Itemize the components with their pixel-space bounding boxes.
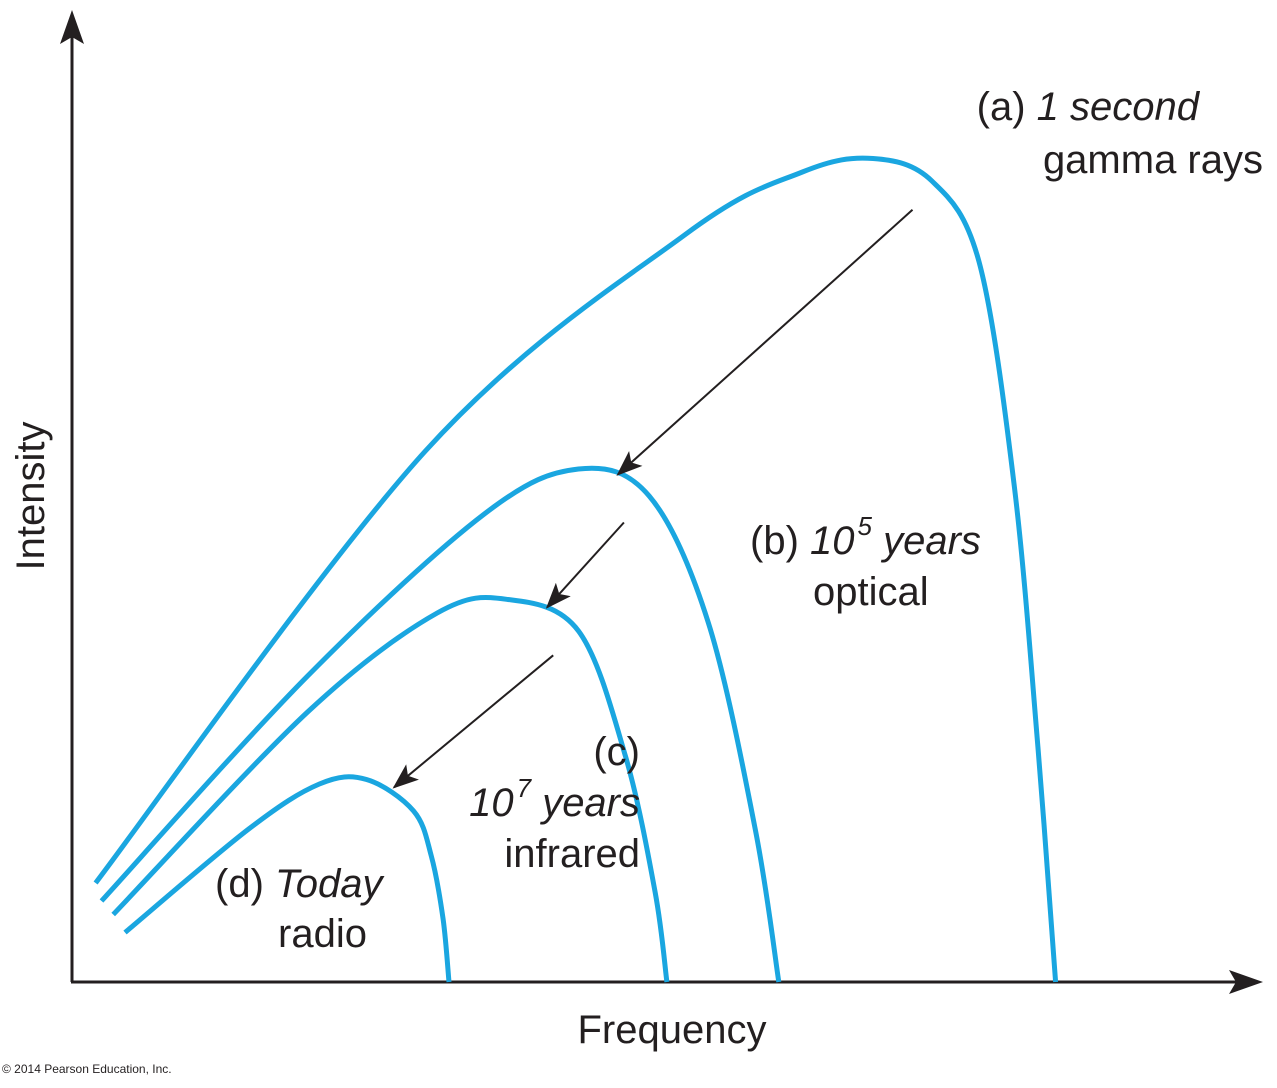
label-a: (a) 1 second gamma rays [977,85,1263,182]
copyright-notice: © 2014 Pearson Education, Inc. [2,1062,172,1076]
label-b: (b) 10 5 years optical [750,511,981,614]
label-c-time: 10 7 years [469,773,640,825]
y-axis-arrow [60,10,84,44]
label-a-line1: (a) 1 second [977,85,1201,129]
curves [93,155,1059,983]
label-d-band: radio [278,912,367,956]
label-d: (d) Today radio [215,862,386,956]
label-c-letter: (c) [593,730,640,774]
curve-d [123,774,452,983]
label-c-band: infrared [504,832,640,876]
x-axis-arrow [1229,970,1263,994]
cooling-arrow-a-to-b [616,209,914,476]
curve-a [93,155,1059,983]
axes [60,10,1263,994]
cooling-arrows [392,209,914,789]
cooling-arrow-b-to-c [545,521,625,609]
label-a-band: gamma rays [1043,138,1263,182]
cooling-arrow-c-to-d [392,654,554,789]
curve-c [111,595,670,983]
y-axis-title: Intensity [9,422,53,571]
label-b-band: optical [813,570,929,614]
label-d-line1: (d) Today [215,862,386,906]
label-b-line1: (b) 10 5 years [750,511,981,563]
label-c: (c) 10 7 years infrared [469,730,640,876]
curve-b [99,465,782,983]
x-axis-title: Frequency [578,1008,767,1052]
